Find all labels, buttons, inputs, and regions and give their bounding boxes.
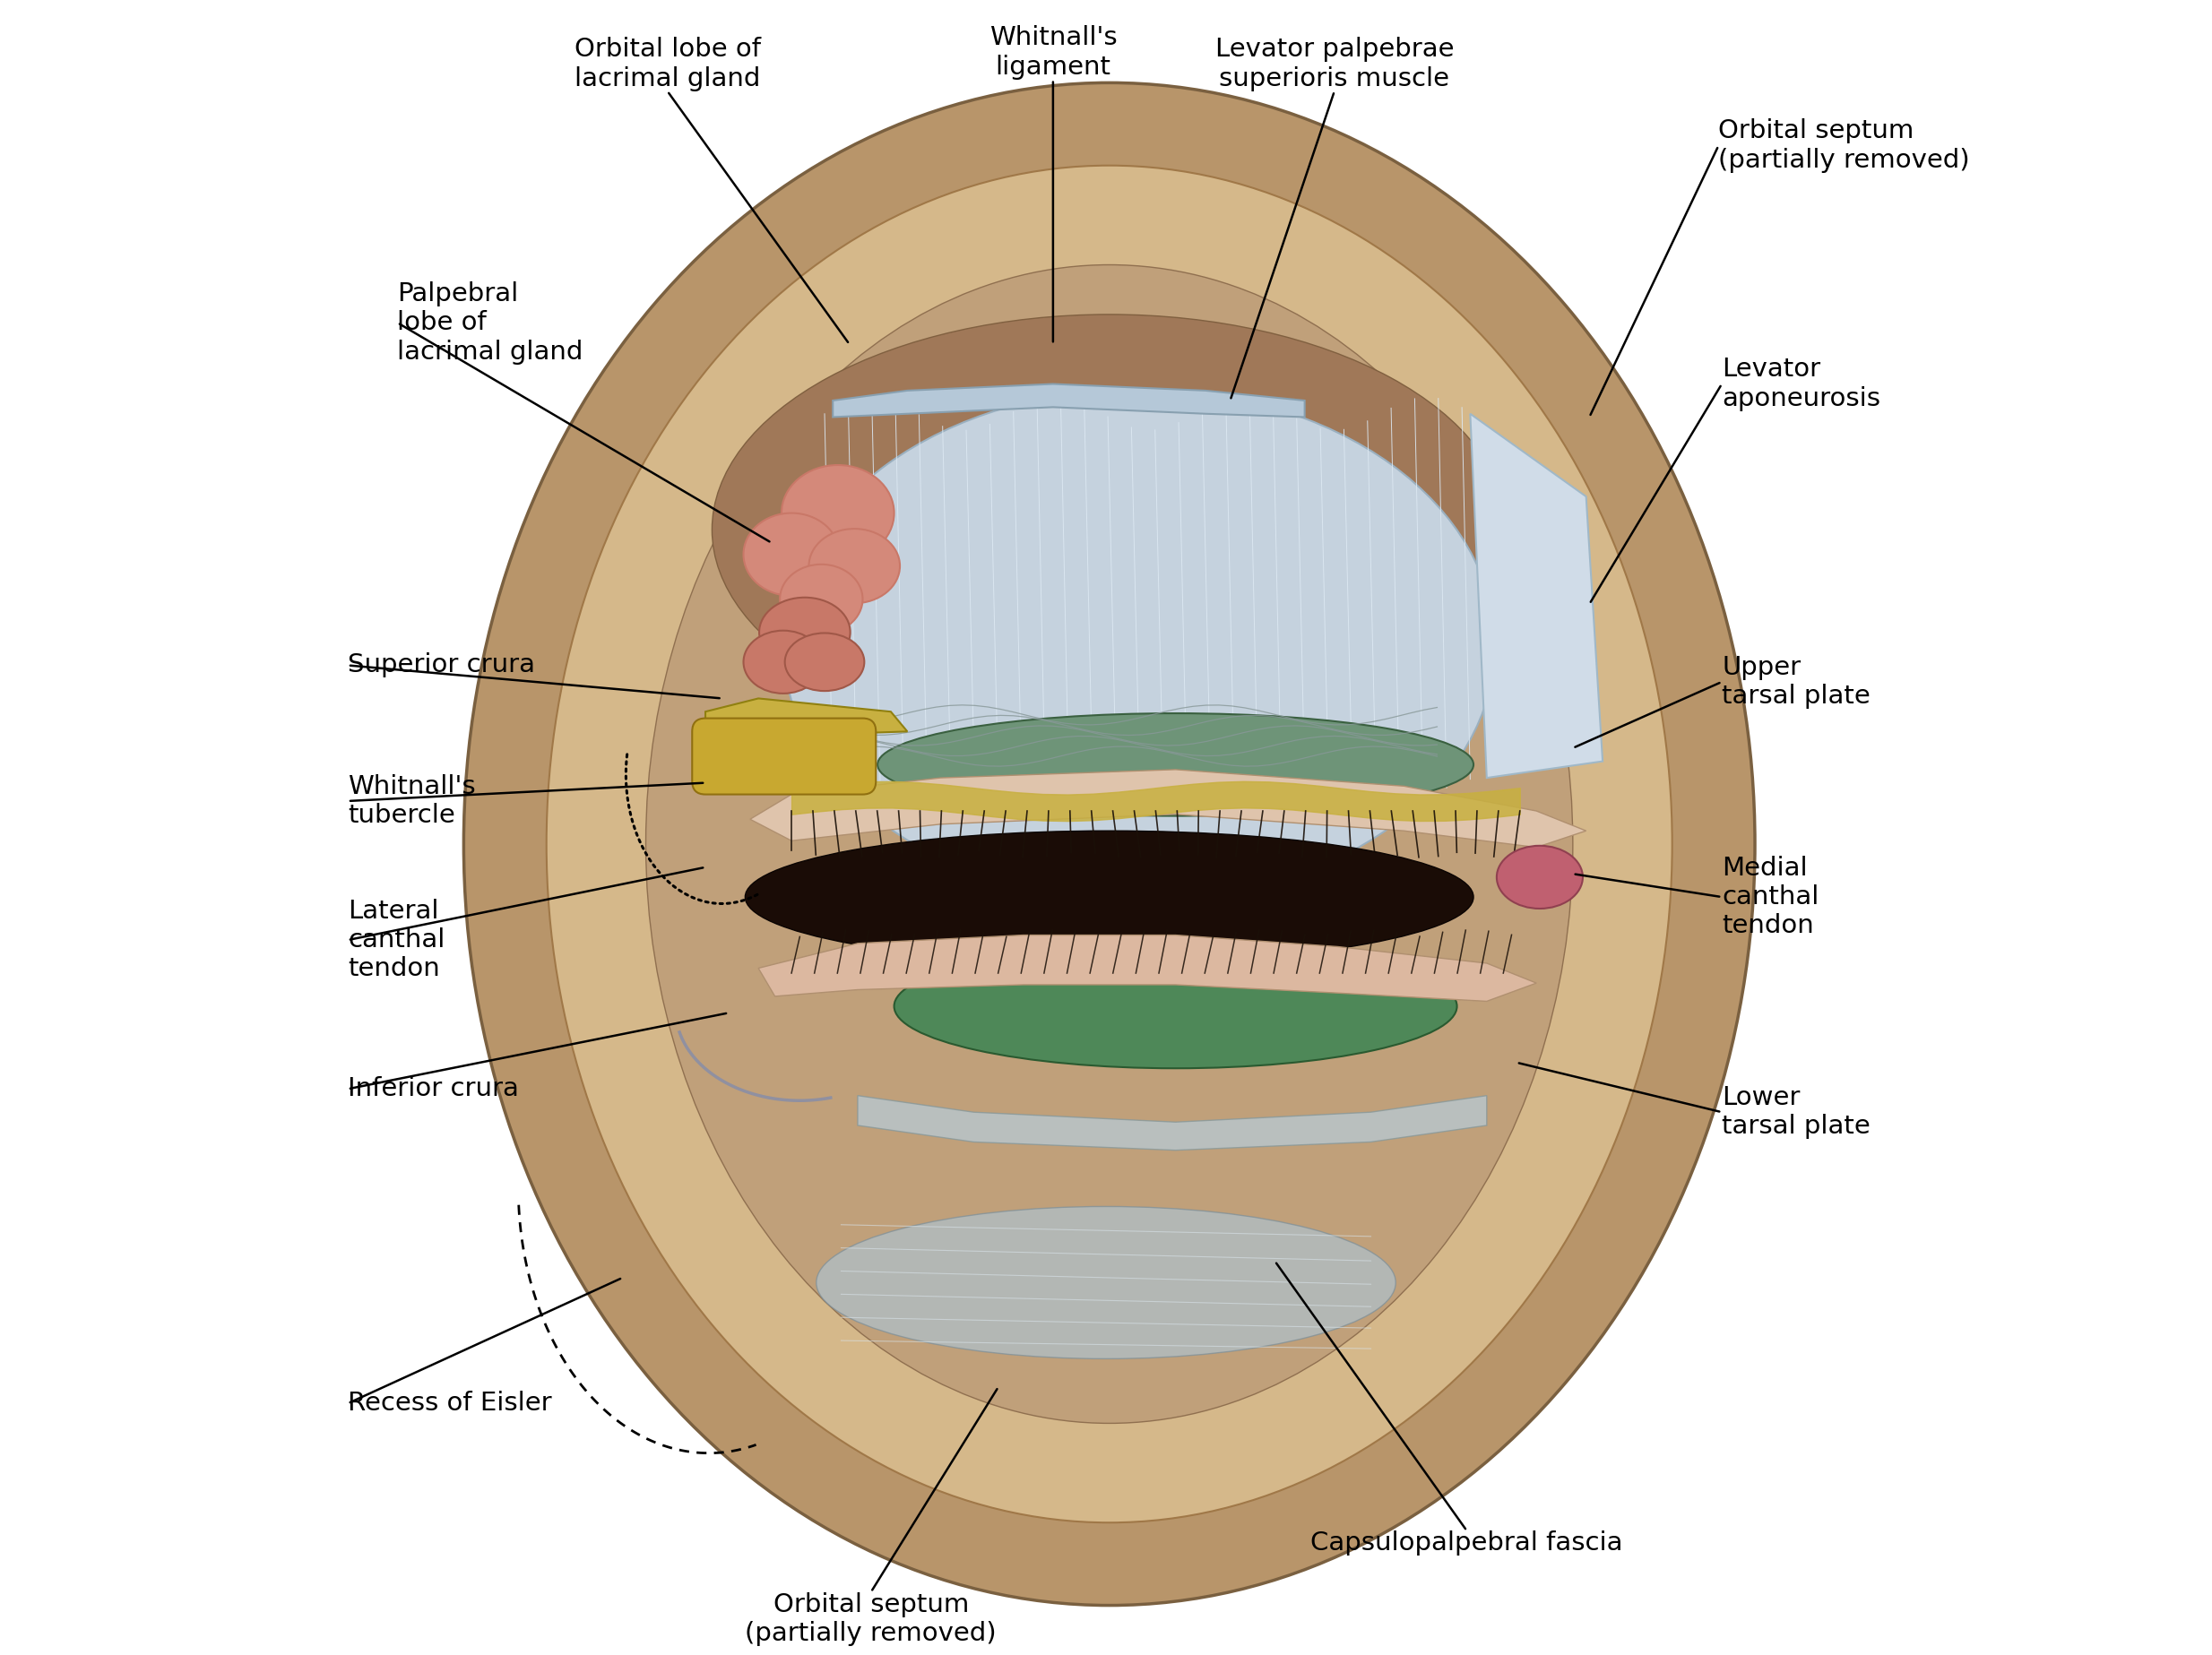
Ellipse shape <box>743 513 841 596</box>
Ellipse shape <box>783 389 1495 902</box>
Ellipse shape <box>646 265 1573 1423</box>
Text: Upper
tarsal plate: Upper tarsal plate <box>1721 655 1871 708</box>
Ellipse shape <box>1498 846 1584 909</box>
Text: Superior crura: Superior crura <box>347 652 535 679</box>
Text: Inferior crura: Inferior crura <box>347 1076 520 1102</box>
Ellipse shape <box>759 597 849 667</box>
Text: Orbital lobe of
lacrimal gland: Orbital lobe of lacrimal gland <box>575 36 761 91</box>
FancyBboxPatch shape <box>692 718 876 794</box>
Text: Orbital septum
(partially removed): Orbital septum (partially removed) <box>1719 119 1971 172</box>
Ellipse shape <box>816 1206 1396 1359</box>
Text: Lateral
canthal
tendon: Lateral canthal tendon <box>347 899 445 981</box>
Text: Capsulopalpebral fascia: Capsulopalpebral fascia <box>1312 1531 1624 1556</box>
Text: Whitnall's
ligament: Whitnall's ligament <box>989 25 1117 79</box>
Ellipse shape <box>810 530 900 602</box>
Text: Levator
aponeurosis: Levator aponeurosis <box>1721 357 1880 410</box>
Polygon shape <box>1471 414 1604 778</box>
Polygon shape <box>759 935 1537 1001</box>
Ellipse shape <box>878 713 1473 816</box>
Text: Medial
canthal
tendon: Medial canthal tendon <box>1721 856 1818 938</box>
Ellipse shape <box>894 943 1458 1069</box>
Ellipse shape <box>712 314 1506 745</box>
Polygon shape <box>858 1096 1486 1150</box>
Text: Whitnall's
tubercle: Whitnall's tubercle <box>347 775 476 828</box>
Ellipse shape <box>743 631 823 693</box>
Polygon shape <box>750 770 1586 847</box>
Polygon shape <box>834 384 1305 417</box>
Ellipse shape <box>465 83 1754 1605</box>
Text: Levator palpebrae
superioris muscle: Levator palpebrae superioris muscle <box>1214 36 1453 91</box>
Ellipse shape <box>785 632 865 692</box>
Polygon shape <box>706 698 907 736</box>
Text: Palpebral
lobe of
lacrimal gland: Palpebral lobe of lacrimal gland <box>398 281 584 364</box>
Ellipse shape <box>546 166 1672 1523</box>
Text: Recess of Eisler: Recess of Eisler <box>347 1390 551 1417</box>
Text: Lower
tarsal plate: Lower tarsal plate <box>1721 1086 1871 1139</box>
Ellipse shape <box>781 465 894 561</box>
Text: Orbital septum
(partially removed): Orbital septum (partially removed) <box>745 1592 998 1647</box>
Ellipse shape <box>745 831 1473 963</box>
Ellipse shape <box>781 564 863 634</box>
